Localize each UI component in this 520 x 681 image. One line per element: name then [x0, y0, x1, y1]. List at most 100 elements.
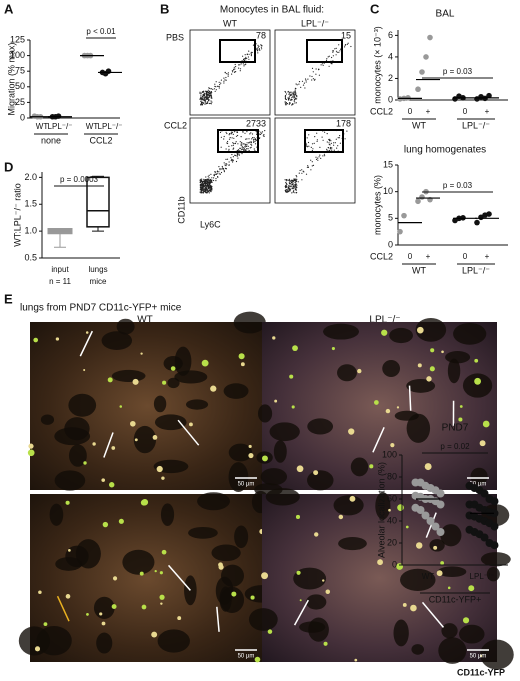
flow-event: [232, 142, 234, 144]
flow-event: [205, 185, 207, 187]
y-tick-label: 4: [388, 51, 393, 61]
flow-event: [205, 97, 207, 99]
flow-event: [248, 58, 250, 60]
flow-event: [260, 133, 262, 135]
flow-event: [328, 138, 330, 141]
flow-event: [201, 101, 203, 103]
flow-event: [201, 189, 203, 191]
flow-event: [294, 192, 296, 194]
cell: [458, 417, 463, 422]
data-point: [436, 500, 445, 509]
flow-event: [288, 184, 290, 187]
flow-event: [220, 79, 222, 81]
cell: [102, 521, 109, 528]
flow-event: [326, 141, 328, 143]
flow-event: [259, 137, 261, 139]
cell: [410, 604, 417, 612]
flow-event: [306, 166, 308, 168]
flow-event: [203, 97, 205, 99]
flow-event: [203, 179, 205, 181]
flow-event: [223, 77, 225, 79]
flow-event: [288, 91, 291, 93]
flow-event: [250, 52, 252, 54]
panel-label: E: [4, 291, 13, 306]
flow-event: [202, 102, 204, 104]
flow-event: [294, 99, 296, 101]
flow-event: [200, 92, 202, 94]
flow-event: [335, 47, 337, 50]
cell: [417, 326, 424, 334]
data-point: [419, 194, 425, 200]
flow-gate: [306, 39, 343, 63]
airspace: [133, 425, 157, 454]
flow-event: [219, 173, 221, 175]
flow-event: [204, 190, 206, 193]
flow-event: [217, 171, 219, 173]
flow-event: [200, 96, 202, 98]
data-point: [486, 211, 492, 217]
cell: [296, 465, 304, 473]
flow-event: [328, 142, 330, 144]
cell: [159, 571, 163, 575]
flow-event: [219, 84, 221, 86]
cell: [313, 470, 319, 476]
airspace: [406, 378, 436, 393]
scale-bar-label: 50 µm: [470, 654, 487, 660]
airspace: [18, 626, 51, 656]
flow-event: [223, 169, 225, 171]
data-point: [415, 86, 421, 93]
cell: [396, 406, 400, 409]
flow-event: [261, 45, 263, 47]
flow-event: [209, 92, 211, 95]
flow-event: [291, 98, 293, 101]
flow-event: [346, 43, 348, 45]
flow-event: [239, 141, 241, 143]
data-point: [480, 533, 489, 542]
flow-event: [242, 146, 244, 149]
flow-event: [339, 50, 341, 52]
flow-event: [253, 138, 255, 141]
flow-event: [231, 145, 233, 147]
flow-event: [211, 181, 213, 183]
flow-event: [228, 138, 231, 140]
flow-event: [208, 99, 210, 101]
airspace: [211, 544, 241, 562]
flow-event: [237, 157, 239, 159]
flow-event: [232, 156, 234, 158]
flow-event: [298, 83, 300, 85]
flow-event: [298, 81, 301, 83]
airspace: [350, 457, 369, 477]
flow-event: [338, 137, 340, 139]
flow-event: [234, 154, 236, 156]
flow-event: [205, 95, 207, 97]
flow-event: [292, 187, 295, 189]
flow-event: [220, 171, 223, 174]
flow-event: [223, 80, 225, 82]
flow-event: [207, 190, 209, 193]
flow-event: [295, 94, 297, 96]
flow-event: [213, 179, 215, 182]
flow-event: [322, 64, 324, 66]
flow-event: [335, 54, 337, 56]
cell: [55, 337, 60, 341]
airspace: [221, 564, 244, 587]
flow-event: [254, 140, 256, 143]
cell: [107, 377, 113, 383]
flow-event: [310, 169, 312, 171]
panel-label: A: [4, 1, 14, 16]
flow-event: [345, 44, 347, 46]
flow-event: [201, 185, 203, 187]
flow-event: [284, 96, 286, 98]
flow-event: [290, 185, 292, 187]
flow-event: [249, 141, 251, 143]
flow-event: [235, 135, 238, 137]
flow-event: [246, 57, 248, 60]
flow-event: [307, 78, 309, 80]
flow-event: [199, 191, 201, 193]
flow-event: [223, 171, 225, 173]
flow-event: [208, 181, 210, 183]
flow-event: [296, 180, 298, 182]
arrow: [425, 512, 437, 538]
flow-event: [303, 82, 305, 84]
flow-event: [307, 141, 310, 144]
